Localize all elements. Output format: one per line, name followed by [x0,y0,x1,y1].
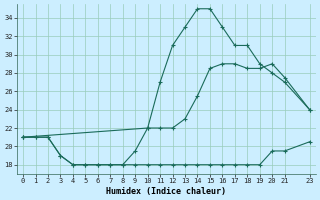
X-axis label: Humidex (Indice chaleur): Humidex (Indice chaleur) [106,187,226,196]
